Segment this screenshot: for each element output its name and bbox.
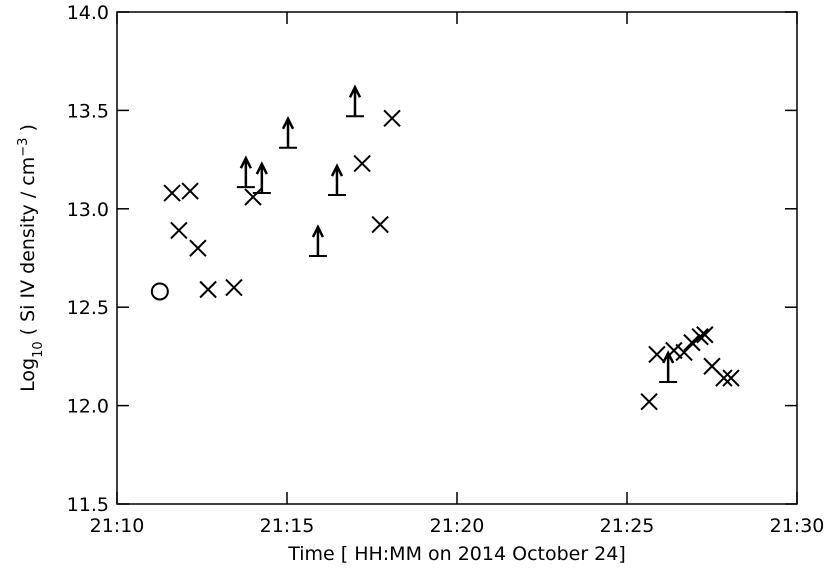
limit-head xyxy=(281,115,295,130)
point xyxy=(244,188,262,206)
x-tick-label: 21:15 xyxy=(260,515,315,537)
cross-stroke xyxy=(371,215,389,234)
cross-stroke xyxy=(675,343,693,362)
point xyxy=(327,163,346,197)
cross-stroke xyxy=(383,109,401,127)
cross-stroke xyxy=(353,154,371,173)
y-axis-label-part: Log xyxy=(17,358,39,392)
point xyxy=(371,215,389,234)
point xyxy=(225,278,243,297)
y-axis-label: Log10 ( Si IV density / cm−3 ) xyxy=(16,124,46,392)
x-axis-label: Time [ HH:MM on 2014 October 24] xyxy=(287,543,626,565)
y-tick-label: 12.5 xyxy=(67,297,109,319)
cross-stroke xyxy=(703,357,721,375)
limit-head xyxy=(330,163,344,177)
y-tick-label: 12.0 xyxy=(67,396,109,418)
y-tick-label: 13.5 xyxy=(67,100,109,122)
point xyxy=(722,369,740,387)
limit-head xyxy=(348,84,362,98)
cross-stroke xyxy=(648,345,666,364)
point xyxy=(199,280,217,299)
point xyxy=(236,155,255,189)
y-tick-label: 13.0 xyxy=(67,199,109,221)
point xyxy=(170,221,188,240)
point xyxy=(683,333,701,352)
point xyxy=(308,224,327,258)
x-tick-label: 21:10 xyxy=(90,515,145,537)
cross-stroke xyxy=(181,182,199,200)
point xyxy=(648,345,666,364)
cross-stroke xyxy=(640,392,658,411)
point xyxy=(715,369,733,387)
cross-stroke xyxy=(683,333,701,352)
circle-ring xyxy=(150,282,169,301)
x-tick-label: 21:20 xyxy=(430,515,485,537)
cross-stroke xyxy=(691,328,709,346)
point xyxy=(640,392,658,411)
cross-stroke xyxy=(696,326,714,344)
point xyxy=(346,84,364,118)
cross-stroke xyxy=(189,239,207,257)
point xyxy=(181,182,199,200)
point xyxy=(353,154,371,173)
point xyxy=(691,328,709,346)
y-axis-label-part: 10 xyxy=(31,341,46,358)
limit-head xyxy=(311,224,325,238)
point xyxy=(696,326,714,344)
y-tick-label: 14.0 xyxy=(67,2,109,24)
cross-stroke xyxy=(170,221,188,240)
limit-head xyxy=(239,155,252,169)
y-axis-label-part: ( Si IV density / cm xyxy=(17,157,39,342)
point xyxy=(252,161,271,195)
cross-stroke xyxy=(163,184,181,202)
plot-frame xyxy=(116,11,798,505)
cross-stroke xyxy=(199,280,217,299)
cross-stroke xyxy=(715,369,733,387)
y-tick-label: 11.5 xyxy=(67,494,109,516)
y-axis-label-part: −3 xyxy=(16,138,31,157)
point xyxy=(150,282,169,301)
point xyxy=(383,109,401,127)
point xyxy=(675,343,693,362)
x-tick-label: 21:30 xyxy=(770,515,825,537)
cross-stroke xyxy=(244,188,262,206)
y-axis-label-part: ) xyxy=(17,124,39,137)
limit-head xyxy=(255,161,268,175)
point xyxy=(659,350,678,383)
x-tick-label: 21:25 xyxy=(600,515,655,537)
point xyxy=(163,184,181,202)
point xyxy=(189,239,207,257)
cross-stroke xyxy=(225,278,243,297)
point xyxy=(279,115,298,149)
limit-head xyxy=(662,350,675,364)
cross-stroke xyxy=(722,369,740,387)
